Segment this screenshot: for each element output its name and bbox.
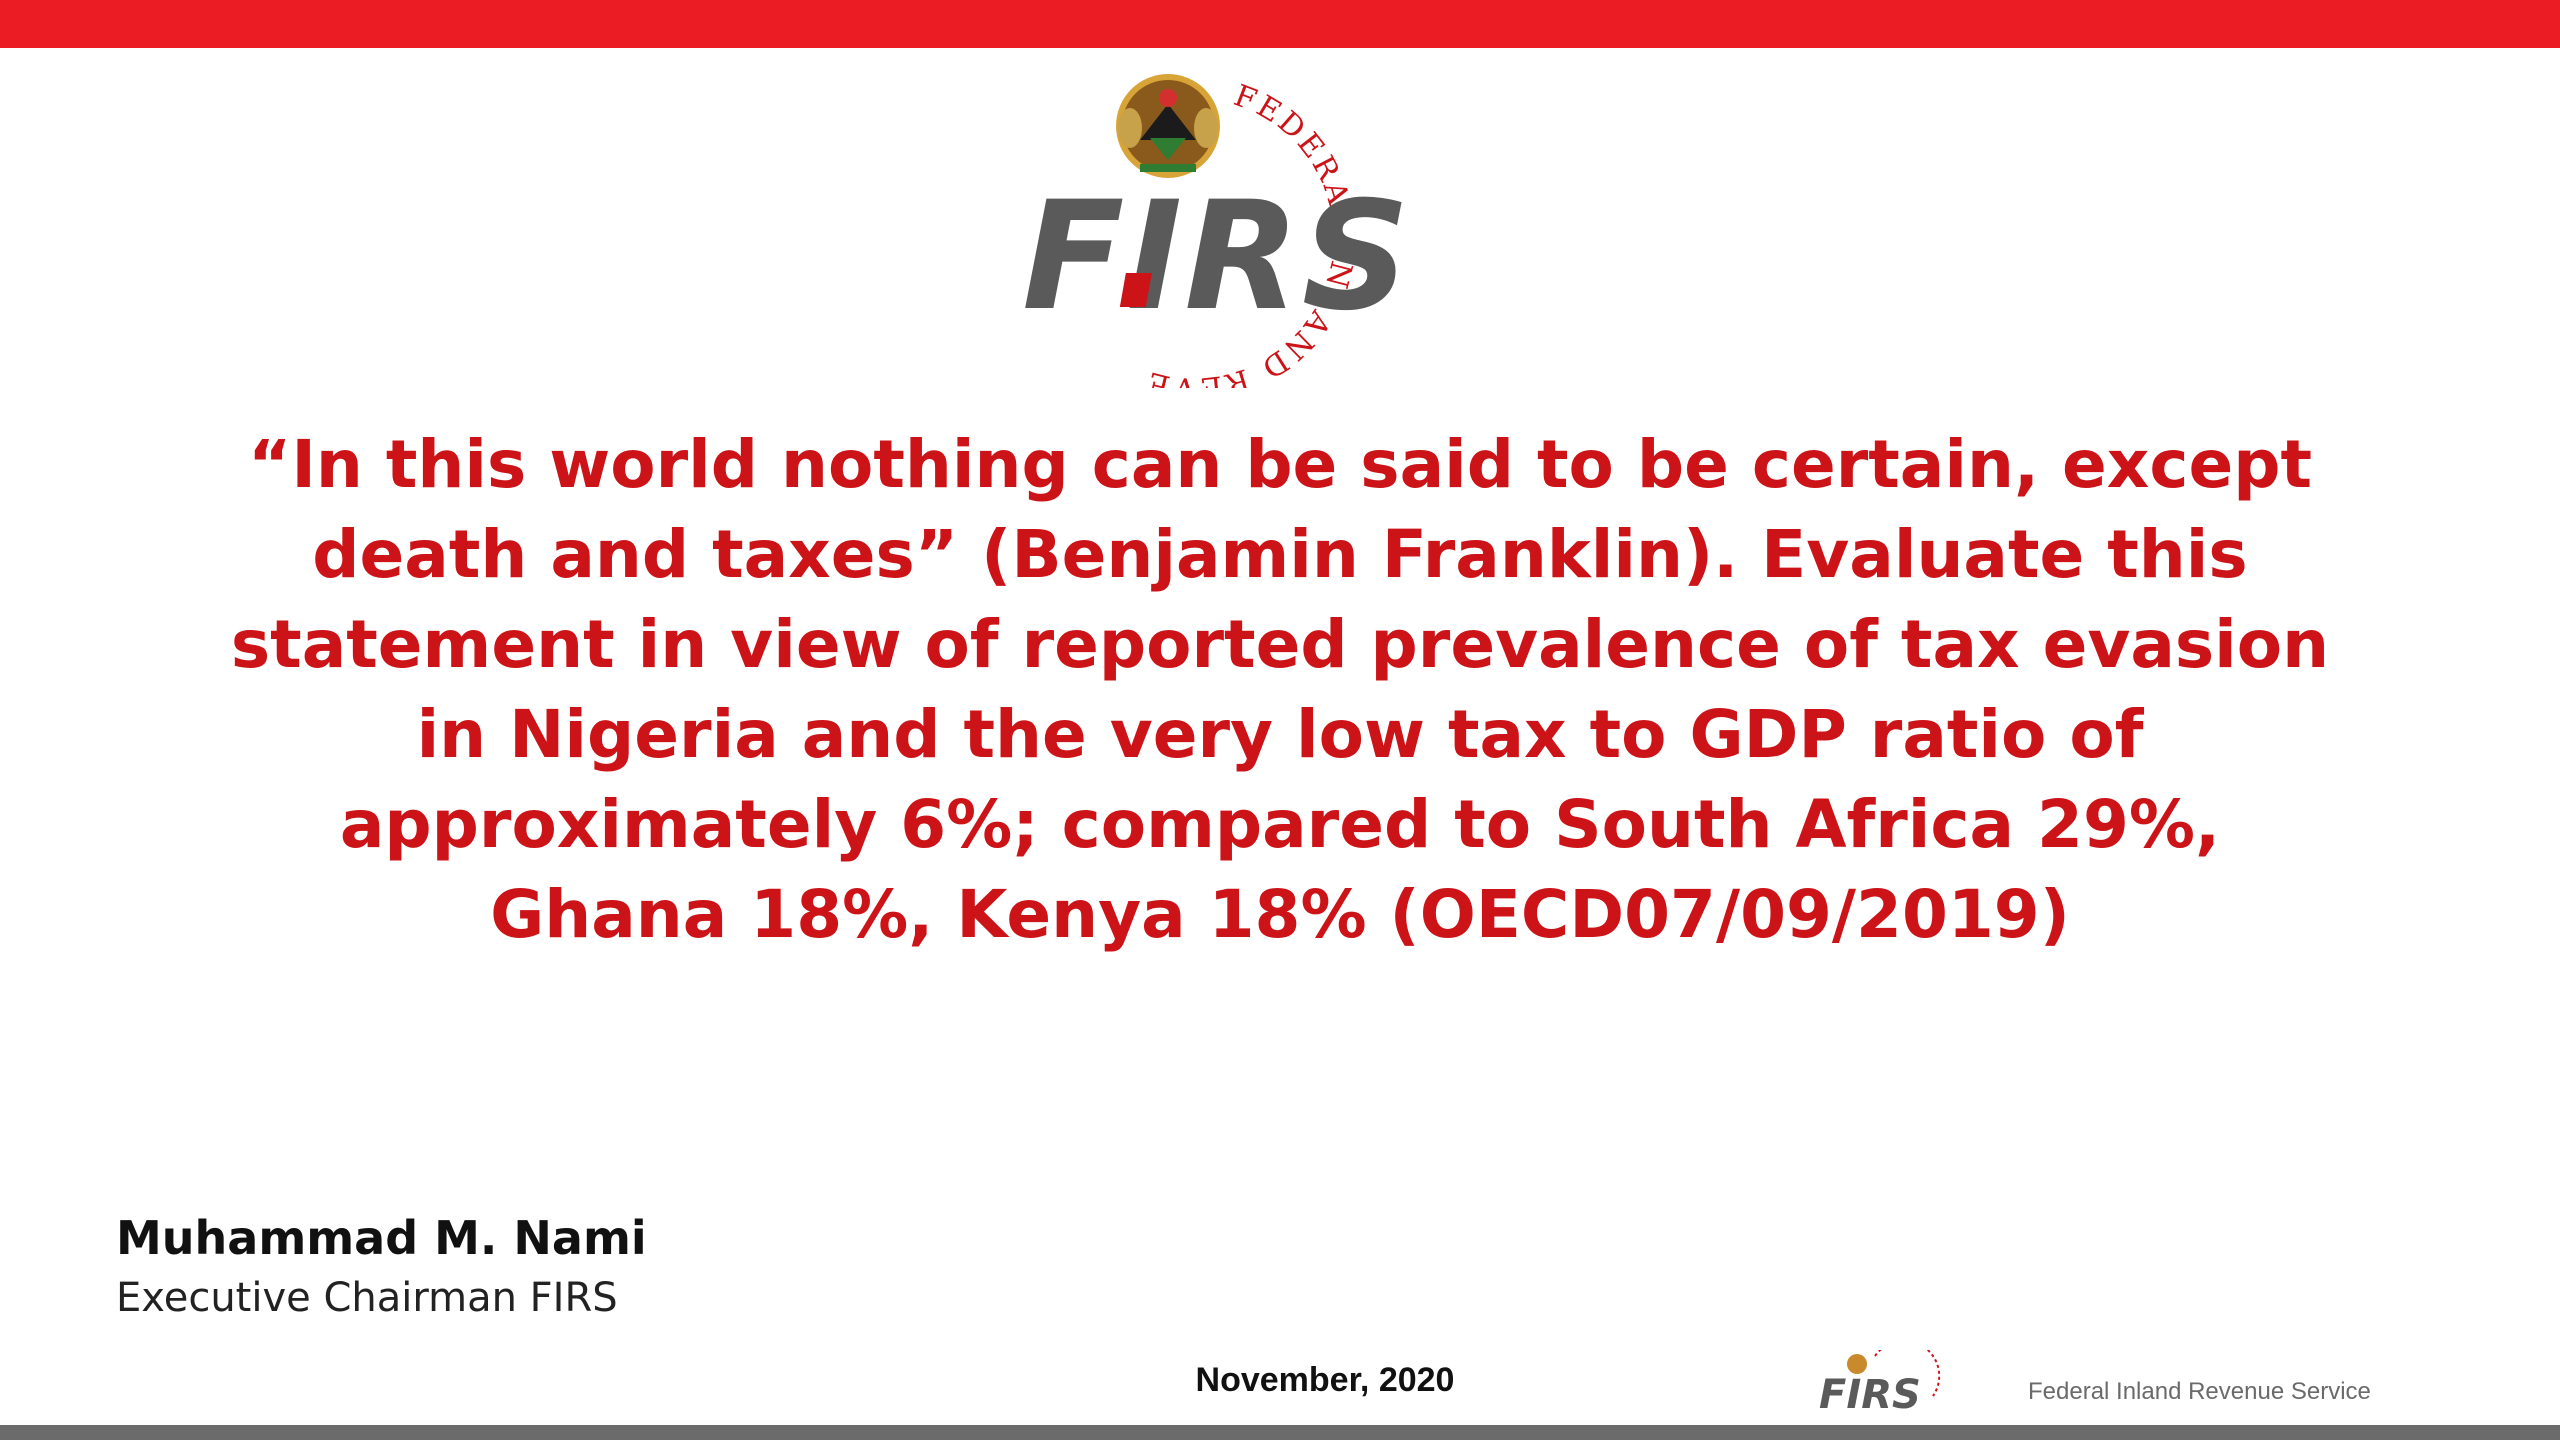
- footer-coat-of-arms-icon: [1847, 1354, 1867, 1374]
- quote-line: Ghana 18%, Kenya 18% (OECD07/09/2019): [490, 876, 2070, 953]
- footer-logo-text: FIRS: [1819, 1372, 1921, 1418]
- footer-firs-logo: FIRS: [1819, 1350, 1941, 1418]
- quote-line: approximately 6%; compared to South Afri…: [339, 786, 2221, 863]
- top-accent-bar: [0, 0, 2560, 48]
- logo-brand-text: FIRS: [1022, 170, 1412, 344]
- quote-line: in Nigeria and the very low tax to GDP r…: [416, 696, 2144, 773]
- quote-line: death and taxes” (Benjamin Franklin). Ev…: [312, 516, 2248, 593]
- bottom-bar: [0, 1425, 2560, 1440]
- quote-line: statement in view of reported prevalence…: [230, 606, 2330, 683]
- quote-line: “In this world nothing can be said to be…: [247, 426, 2313, 503]
- footer-organization: Federal Inland Revenue Service: [2028, 1378, 2371, 1405]
- logo-red-accent: [1119, 273, 1152, 307]
- author-name: Muhammad M. Nami: [116, 1211, 647, 1265]
- quote-text: “In this world nothing can be said to be…: [200, 420, 2360, 960]
- coat-of-arms-icon: [1116, 74, 1220, 178]
- author-title: Executive Chairman FIRS: [116, 1275, 618, 1321]
- firs-logo: FEDERAL INLAND REVENUE SERVICE FIRS: [1000, 68, 1412, 388]
- presentation-date: November, 2020: [1195, 1361, 1455, 1399]
